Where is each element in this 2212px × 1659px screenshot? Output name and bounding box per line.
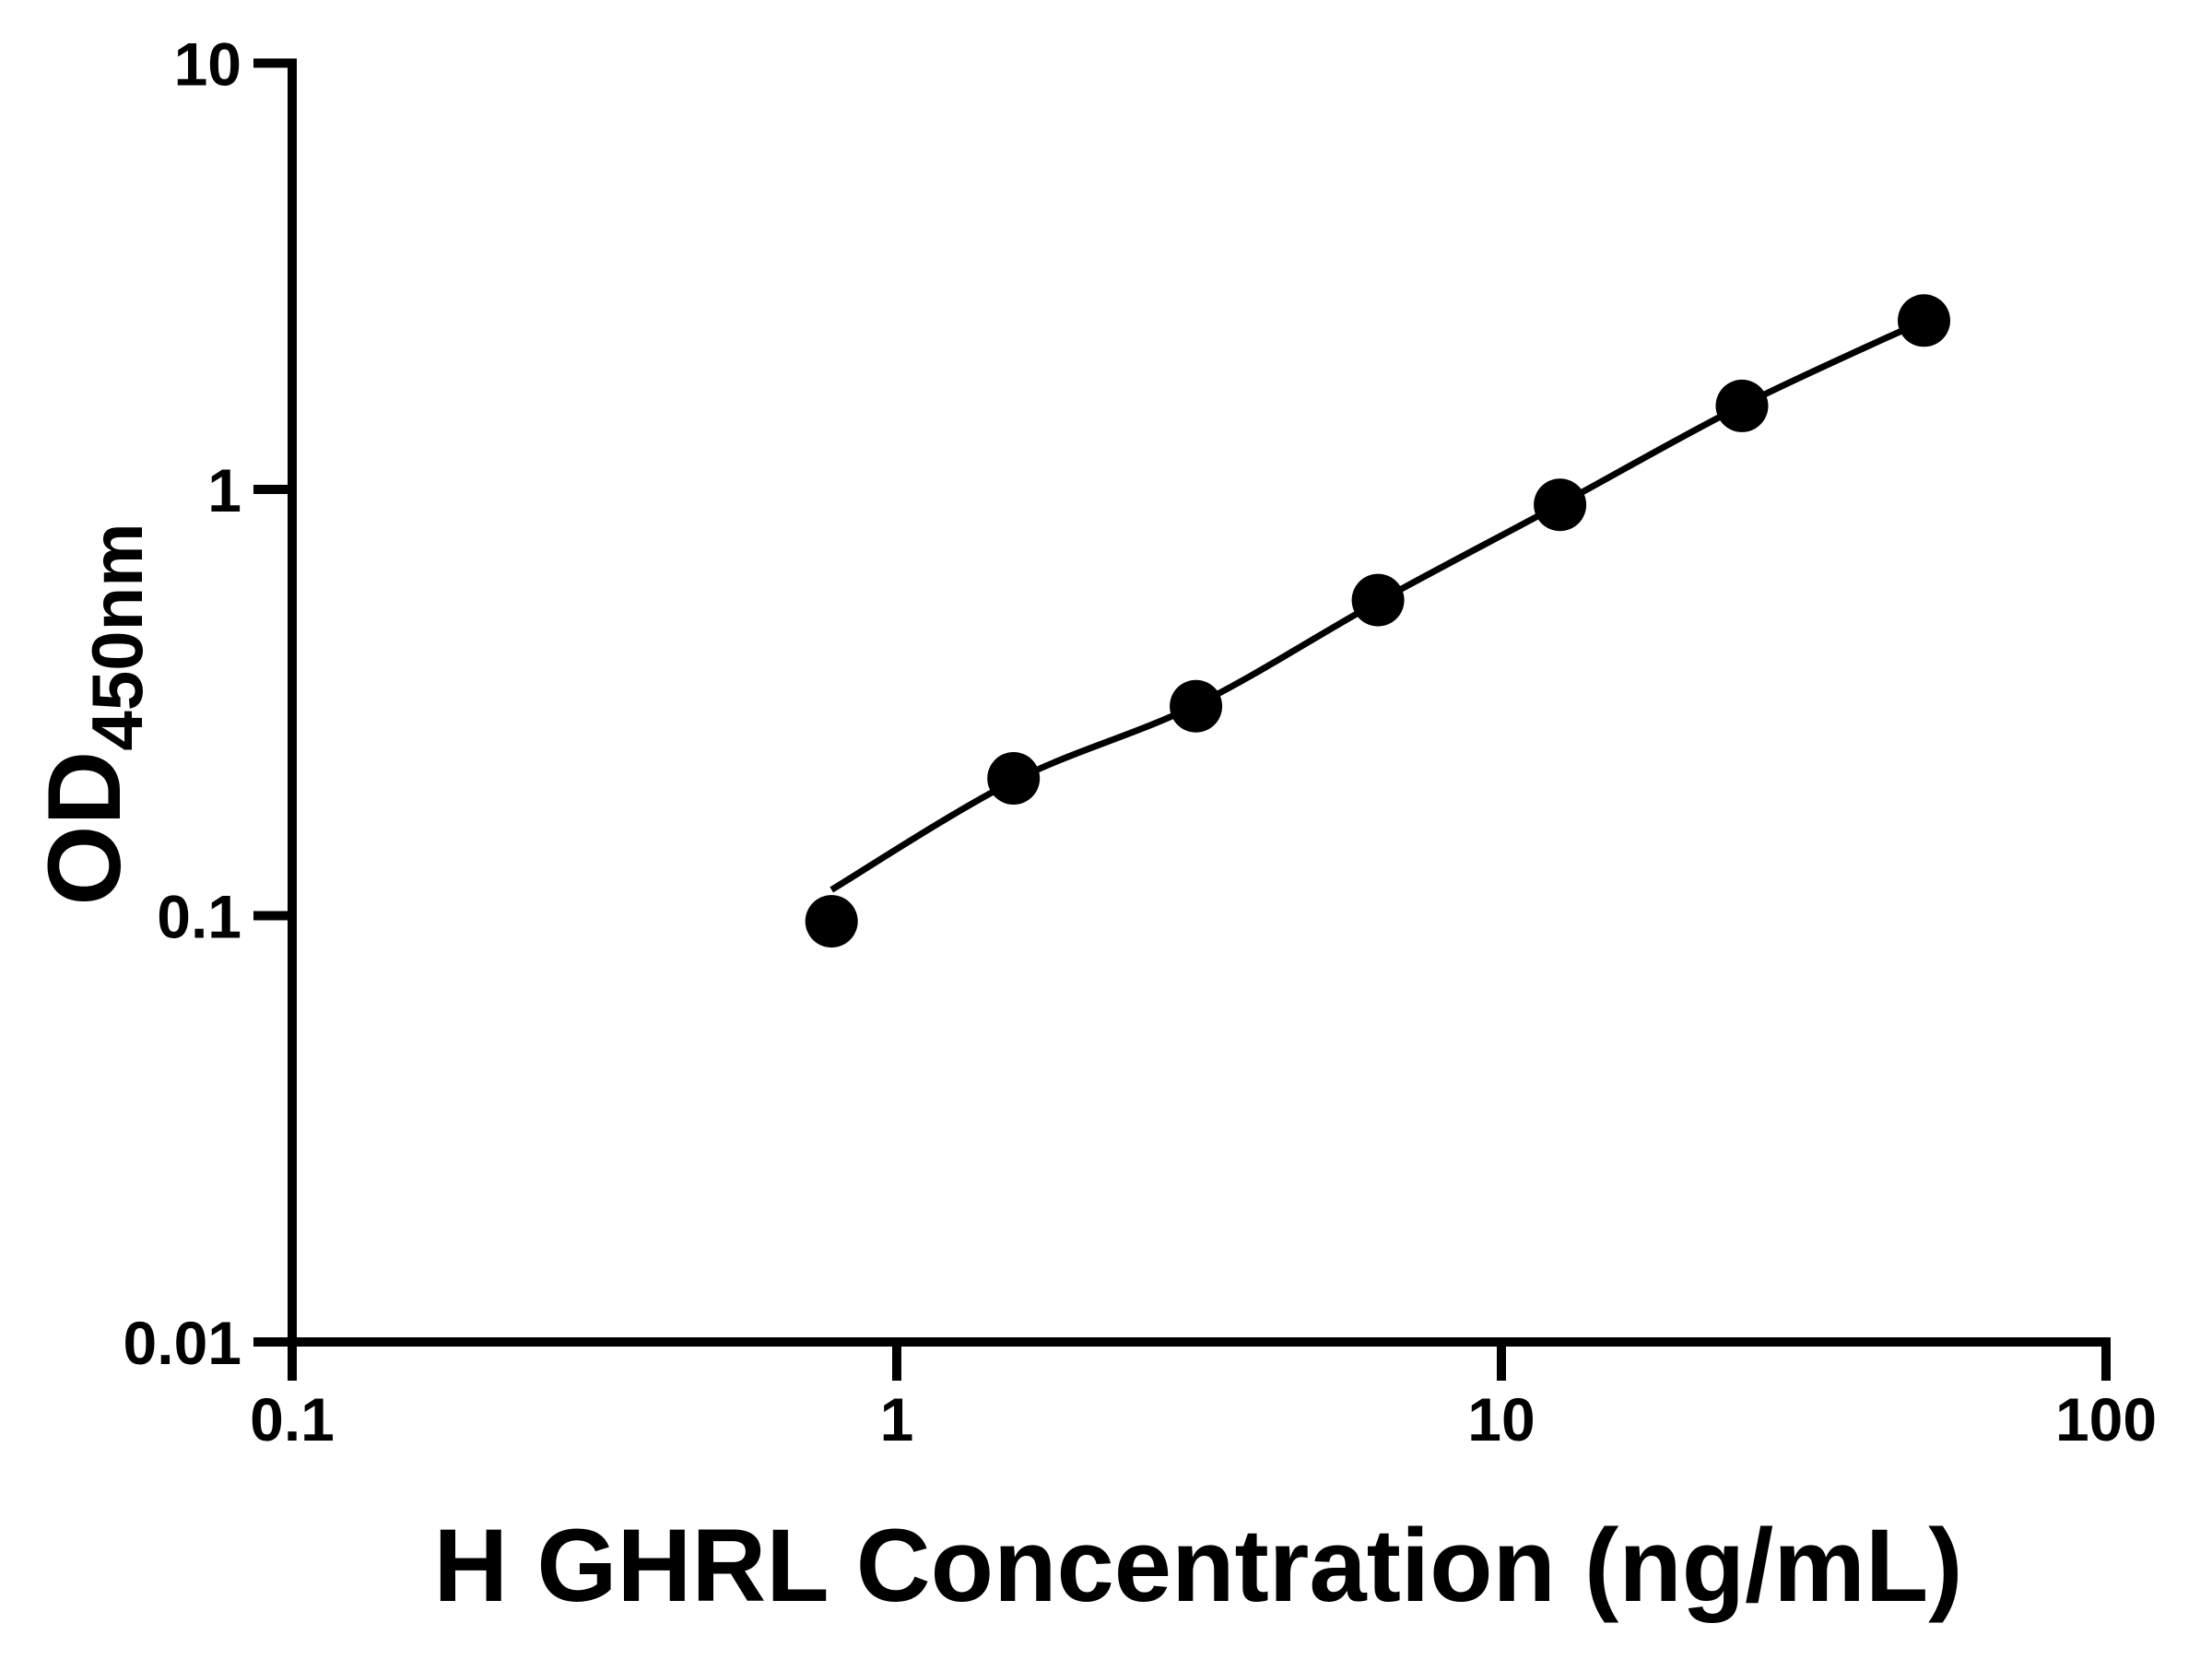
data-point [1715,379,1769,432]
y-tick-label: 0.01 [124,1309,241,1377]
y-axis-title: OD450nm [27,523,158,905]
y-axis-title-main: OD [27,751,142,906]
y-tick-label: 1 [207,456,241,524]
data-point [1170,679,1223,733]
series-group [805,294,1950,948]
data-point [1534,478,1587,532]
data-point [805,895,858,948]
x-tick-label: 1 [880,1385,914,1453]
y-axis-ticks: 10 1 0.1 0.01 [124,30,292,1377]
data-point [1351,573,1405,627]
data-point [987,752,1041,805]
y-tick-label: 0.1 [157,883,241,951]
x-tick-label: 10 [1467,1385,1535,1453]
y-tick-label: 10 [174,30,241,99]
x-axis-title: H GHRL Concentration (ng/mL) [433,1508,1962,1623]
axes [288,58,2111,1347]
x-tick-label: 100 [2055,1385,2157,1453]
x-axis-ticks: 0.1 1 10 100 [250,1342,2157,1453]
x-tick-label: 0.1 [250,1385,335,1453]
data-point [1898,294,1950,347]
y-axis-title-subscript: 450nm [76,523,158,750]
